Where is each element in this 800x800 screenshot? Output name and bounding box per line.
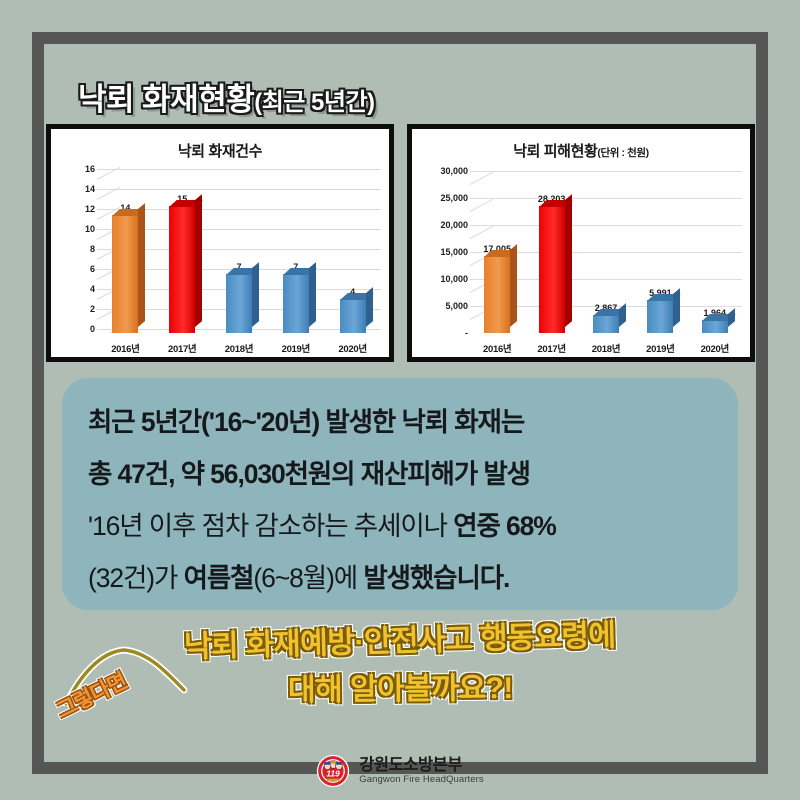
bar-item: 2,867 (583, 181, 629, 333)
chart-right-yaxis: 30,000 25,000 20,000 15,000 10,000 5,000… (412, 165, 470, 338)
bar-value-label: 7 (293, 262, 299, 272)
ytick: 20,000 (440, 220, 468, 230)
xtick: 2017년 (537, 344, 566, 355)
xtick: 2020년 (700, 344, 730, 355)
chart-fire-count: 낙뢰 화재건수 16 14 12 10 8 6 4 2 0 (46, 124, 394, 362)
bar-2018 (592, 303, 627, 333)
bar-2017 (169, 194, 203, 333)
chart-title-right: 낙뢰 피해현황(단위 : 천원) (412, 140, 750, 161)
fire-department-emblem-icon: 119 (317, 754, 350, 788)
bar-2019 (282, 262, 317, 333)
summary-line-1-text: 최근 5년간('16~'20년) 발생한 낙뢰 화재는 (88, 407, 525, 437)
chart-unit-note: (단위 : 천원) (597, 147, 649, 159)
ytick: 2 (89, 304, 95, 314)
emblem-number: 119 (326, 769, 340, 779)
xtick: 2018년 (224, 344, 254, 355)
chart-left-xaxis: 2016년 2017년 2018년 2019년 2020년 (97, 335, 381, 357)
ytick: 6 (89, 264, 95, 274)
bar-item: 28,203 (528, 181, 574, 333)
summary-line-4: (32건)가 여름철(6~8월)에 발생했습니다. (88, 552, 712, 604)
cta-line-2: 대해 알아볼까요?! (287, 672, 513, 707)
page-title: 낙뢰 화재현황(최근 5년간) (78, 74, 375, 119)
bar-2020 (701, 308, 736, 333)
ytick: - (465, 328, 468, 338)
bar-item: 7 (215, 181, 263, 333)
footer-logo: 119 강원도소방본부 Gangwon Fire HeadQuarters (0, 754, 800, 788)
chart-left-bars: 14 15 7 (97, 181, 381, 333)
footer-org-ko: 강원도소방본부 (359, 756, 463, 775)
bar-item: 14 (101, 181, 149, 333)
bar-item: 15 (158, 181, 206, 333)
summary-line-3: '16년 이후 점차 감소하는 추세이나 연중 68% (88, 500, 712, 552)
xtick: 2018년 (591, 344, 621, 355)
bar-2016 (484, 244, 518, 333)
cta-badge: 그렇다면 (54, 646, 196, 746)
summary-line-3-text: '16년 이후 점차 감소하는 추세이나 (88, 511, 454, 541)
bar-value-label: 5,991 (649, 288, 672, 298)
bar-value-label: 28,203 (537, 194, 566, 204)
ytick: 4 (89, 284, 95, 294)
xtick: 2017년 (168, 344, 197, 355)
ytick: 8 (89, 244, 95, 254)
charts-row: 낙뢰 화재건수 16 14 12 10 8 6 4 2 0 (46, 124, 756, 362)
ytick: 14 (84, 184, 95, 194)
ytick: 12 (84, 204, 95, 214)
xtick: 2019년 (281, 344, 311, 355)
bar-2017 (538, 194, 573, 333)
ytick: 16 (84, 164, 95, 174)
chart-title-left: 낙뢰 화재건수 (51, 140, 389, 161)
bar-item: 1,964 (692, 181, 738, 333)
summary-line-2-text: 총 47건, 약 56,030천원의 재산피해가 발생 (88, 459, 531, 489)
bar-value-label: 1,964 (703, 308, 727, 318)
footer-org-en: Gangwon Fire HeadQuarters (359, 773, 484, 785)
chart-title-left-text: 낙뢰 화재건수 (177, 143, 263, 160)
ytick: 10 (84, 224, 95, 234)
cta-line-1: 낙뢰 화재예방·안전사고 행동요령에 (183, 618, 617, 665)
bar-value-label: 15 (177, 194, 188, 204)
bar-2019 (647, 288, 682, 333)
ytick: 0 (89, 324, 95, 334)
xtick: 2016년 (111, 344, 140, 355)
summary-line-4-months: (6~8월)에 (253, 563, 364, 593)
summary-line-1: 최근 5년간('16~'20년) 발생한 낙뢰 화재는 (88, 396, 712, 448)
bar-item: 7 (272, 181, 320, 333)
page-title-main: 낙뢰 화재현황 (78, 82, 255, 117)
xtick: 2016년 (483, 344, 512, 355)
ytick: 15,000 (440, 247, 468, 257)
ytick: 25,000 (440, 193, 468, 203)
chart-right-xaxis: 2016년 2017년 2018년 2019년 2020년 (470, 335, 742, 357)
summary-panel: 최근 5년간('16~'20년) 발생한 낙뢰 화재는 총 47건, 약 56,… (62, 378, 738, 610)
chart-left-plot: 16 14 12 10 8 6 4 2 0 (51, 164, 389, 357)
chart-damage-amount: 낙뢰 피해현황(단위 : 천원) 30,000 25,000 20,000 15… (407, 124, 755, 362)
bar-2018 (225, 262, 260, 333)
bar-value-label: 7 (236, 262, 242, 272)
ytick: 30,000 (440, 166, 468, 176)
summary-highlight-season: 여름철 (183, 563, 255, 593)
summary-line-4-end: 발생했습니다. (363, 563, 510, 593)
ytick: 10,000 (440, 274, 468, 284)
bar-value-label: 14 (120, 203, 131, 213)
bar-value-label: 17,005 (483, 244, 511, 254)
bar-value-label: 4 (350, 287, 356, 297)
arrow-arc-icon (62, 646, 188, 706)
summary-highlight-percent: 연중 68% (453, 511, 557, 541)
bar-item: 4 (328, 181, 376, 333)
page-title-suffix: (최근 5년간) (254, 89, 375, 116)
bar-item: 17,005 (474, 181, 520, 333)
chart-title-right-text: 낙뢰 피해현황 (513, 143, 598, 160)
summary-line-4-count: (32건)가 (88, 563, 184, 593)
chart-left-yaxis: 16 14 12 10 8 6 4 2 0 (51, 164, 97, 334)
bar-2020 (339, 287, 374, 333)
chart-right-bars: 17,005 28,203 2,867 (470, 181, 742, 333)
summary-line-2: 총 47건, 약 56,030천원의 재산피해가 발생 (88, 448, 712, 500)
ytick: 5,000 (445, 301, 468, 311)
chart-right-gridlines (470, 165, 742, 333)
footer-org: 강원도소방본부 Gangwon Fire HeadQuarters (359, 756, 484, 785)
bar-value-label: 2,867 (594, 303, 618, 313)
bar-item: 5,991 (637, 181, 683, 333)
bar-2016 (112, 203, 147, 333)
chart-right-plot: 30,000 25,000 20,000 15,000 10,000 5,000… (412, 165, 750, 357)
xtick: 2020년 (338, 344, 367, 355)
xtick: 2019년 (646, 344, 675, 355)
